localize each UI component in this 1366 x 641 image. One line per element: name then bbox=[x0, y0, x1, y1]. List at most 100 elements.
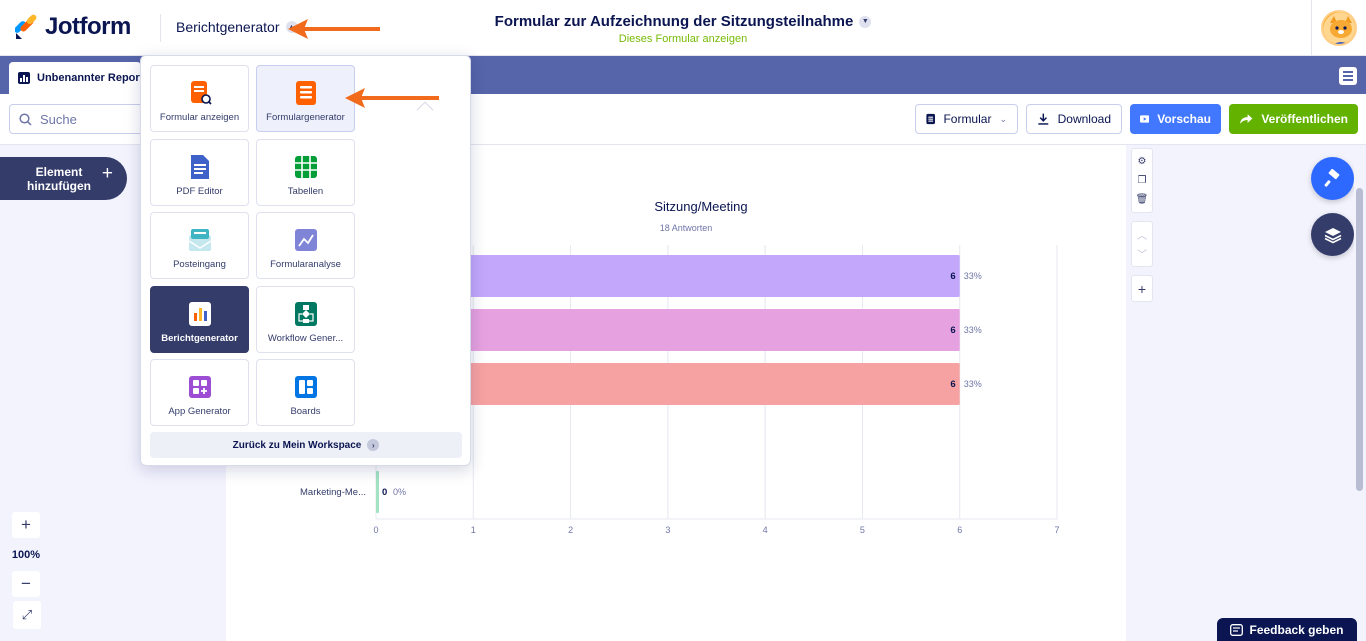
divider bbox=[160, 14, 161, 42]
bar-percent-label: 33% bbox=[964, 379, 982, 389]
app-tile-9[interactable]: App Generator bbox=[150, 359, 249, 426]
x-tick-label: 1 bbox=[471, 525, 476, 535]
app-tile-8[interactable]: Workflow Gener... bbox=[256, 285, 355, 353]
copy-icon[interactable]: ❐ bbox=[1137, 175, 1147, 186]
app-tile-label: Formularanalyse bbox=[270, 259, 341, 270]
publish-button[interactable]: Veröffentlichen bbox=[1229, 104, 1358, 134]
hamburger-menu-icon[interactable] bbox=[1339, 67, 1357, 85]
avatar-area[interactable] bbox=[1311, 0, 1366, 56]
form-select-button[interactable]: Formular ⌄ bbox=[915, 104, 1018, 134]
bar-value-label: 0 bbox=[382, 487, 387, 498]
jotform-logo-icon bbox=[15, 14, 37, 39]
feedback-icon bbox=[1230, 623, 1244, 636]
app-tile-2[interactable]: Formulargenerator bbox=[256, 65, 355, 132]
zoom-in-button[interactable]: + bbox=[12, 512, 40, 538]
share-arrow-icon bbox=[1239, 114, 1253, 124]
x-tick-label: 6 bbox=[957, 525, 962, 535]
app-tile-label: Tabellen bbox=[287, 185, 324, 197]
bar-percent-label: 33% bbox=[964, 271, 982, 281]
chart-bar bbox=[376, 309, 960, 351]
bar-chart[interactable]: Sitzung/Meeting 18 Antworten 0 1 2 3 4 5 6 7 6 33% 6… bbox=[226, 145, 1126, 641]
bar-value-label: 6 bbox=[950, 325, 955, 336]
move-up-icon[interactable]: ︿ bbox=[1137, 231, 1147, 242]
zoom-level: 100% bbox=[11, 548, 41, 561]
move-down-icon[interactable]: ﹀ bbox=[1137, 250, 1147, 261]
layers-button[interactable] bbox=[1311, 213, 1354, 256]
top-bar: Jotform Berichtgenerator ▲ Formular zur … bbox=[0, 0, 1366, 56]
chevron-down-icon: ▼ bbox=[859, 15, 872, 28]
app-tile-6[interactable]: Formularanalyse bbox=[256, 212, 355, 279]
app-tile-1[interactable]: Formular anzeigen bbox=[150, 65, 249, 132]
app-tile-label: Boards bbox=[290, 406, 321, 417]
app-tile-5[interactable]: Posteingang bbox=[150, 212, 249, 279]
avatar[interactable] bbox=[1321, 10, 1357, 46]
search-input[interactable]: Suche bbox=[9, 104, 144, 134]
x-tick-label: 0 bbox=[373, 525, 378, 535]
x-tick-label: 3 bbox=[665, 525, 670, 535]
form-title[interactable]: Formular zur Aufzeichnung der Sitzungste… bbox=[495, 13, 872, 30]
workflow-icon bbox=[295, 301, 317, 326]
add-icon[interactable]: + bbox=[1137, 280, 1147, 297]
app-switcher-menu: Formular anzeigen Formulargenerator PDF Ed… bbox=[140, 55, 471, 466]
app-tile-7[interactable]: Berichtgenerator bbox=[150, 285, 249, 353]
preview-label: Vorschau bbox=[1157, 112, 1211, 126]
bar-percent-label: 0% bbox=[393, 487, 406, 497]
avatar-image bbox=[1323, 12, 1355, 44]
settings-icon[interactable]: ⚙ bbox=[1137, 156, 1147, 167]
report-builder-icon bbox=[189, 301, 211, 326]
form-view-icon bbox=[191, 81, 212, 105]
zoom-controls: + 100% − bbox=[11, 512, 41, 597]
bar-value-label: 6 bbox=[950, 271, 955, 282]
back-to-workspace-label: Zurück zu Mein Workspace bbox=[232, 439, 362, 451]
form-builder-icon bbox=[296, 81, 316, 105]
logo-text: Jotform bbox=[45, 13, 131, 40]
zoom-out-button[interactable]: − bbox=[12, 571, 40, 597]
jotform-logo[interactable]: Jotform bbox=[15, 13, 131, 41]
x-tick-label: 5 bbox=[860, 525, 865, 535]
app-tile-4[interactable]: Tabellen bbox=[256, 138, 355, 206]
feedback-button[interactable]: Feedback geben bbox=[1217, 618, 1357, 641]
form-title-area: Formular zur Aufzeichnung der Sitzungste… bbox=[0, 13, 1366, 45]
search-placeholder: Suche bbox=[40, 111, 77, 127]
chevron-right-icon: › bbox=[367, 439, 380, 451]
add-actions: + bbox=[1131, 275, 1153, 302]
pdf-editor-icon bbox=[191, 154, 209, 179]
trash-icon[interactable]: 🗑 bbox=[1135, 194, 1149, 205]
app-tile-10[interactable]: Boards bbox=[256, 359, 355, 426]
move-actions: ︿ ﹀ bbox=[1131, 221, 1153, 267]
search-icon bbox=[19, 112, 32, 126]
view-form-link[interactable]: Dieses Formular anzeigen bbox=[618, 33, 748, 45]
app-tile-label: Berichtgenerator bbox=[161, 332, 238, 344]
app-tile-label: App Generator bbox=[168, 406, 231, 417]
scrollbar-thumb[interactable] bbox=[1356, 188, 1363, 491]
report-icon bbox=[18, 72, 30, 84]
bar-value-label: 6 bbox=[950, 379, 955, 390]
preview-button[interactable]: Vorschau bbox=[1130, 104, 1221, 134]
fit-screen-icon[interactable]: ⤢ bbox=[13, 601, 41, 629]
chart-bar bbox=[376, 471, 379, 513]
app-switcher-label: Berichtgenerator bbox=[176, 19, 280, 35]
publish-label: Veröffentlichen bbox=[1261, 112, 1348, 126]
app-tile-3[interactable]: PDF Editor bbox=[150, 138, 249, 206]
tab-report[interactable]: Unbenannter Report bbox=[9, 62, 141, 94]
layers-icon bbox=[1324, 227, 1341, 243]
tab-report-label: Unbenannter Report bbox=[37, 72, 141, 84]
x-tick-label: 7 bbox=[1054, 525, 1059, 535]
play-icon bbox=[1140, 115, 1150, 123]
chart-title: Sitzung/Meeting bbox=[654, 199, 747, 214]
chart-bar bbox=[376, 255, 960, 297]
design-button[interactable] bbox=[1311, 157, 1354, 200]
add-element-button[interactable]: Element hinzufügen + bbox=[0, 157, 127, 200]
app-builder-icon bbox=[189, 376, 211, 398]
app-tile-label: Posteingang bbox=[173, 259, 226, 270]
form-icon bbox=[926, 113, 936, 125]
paint-roller-icon bbox=[1324, 168, 1339, 187]
chevron-down-icon: ⌄ bbox=[999, 113, 1007, 124]
add-element-label: Element hinzufügen bbox=[27, 164, 91, 193]
back-to-workspace-button[interactable]: Zurück zu Mein Workspace › bbox=[150, 432, 462, 458]
download-button[interactable]: Download bbox=[1026, 104, 1122, 134]
app-tile-label: Workflow Gener... bbox=[267, 332, 344, 344]
app-tile-label: Formular anzeigen bbox=[159, 112, 240, 123]
element-tools: ⚙ ❐ 🗑 ︿ ﹀ + bbox=[1130, 148, 1154, 310]
boards-icon bbox=[295, 376, 317, 398]
